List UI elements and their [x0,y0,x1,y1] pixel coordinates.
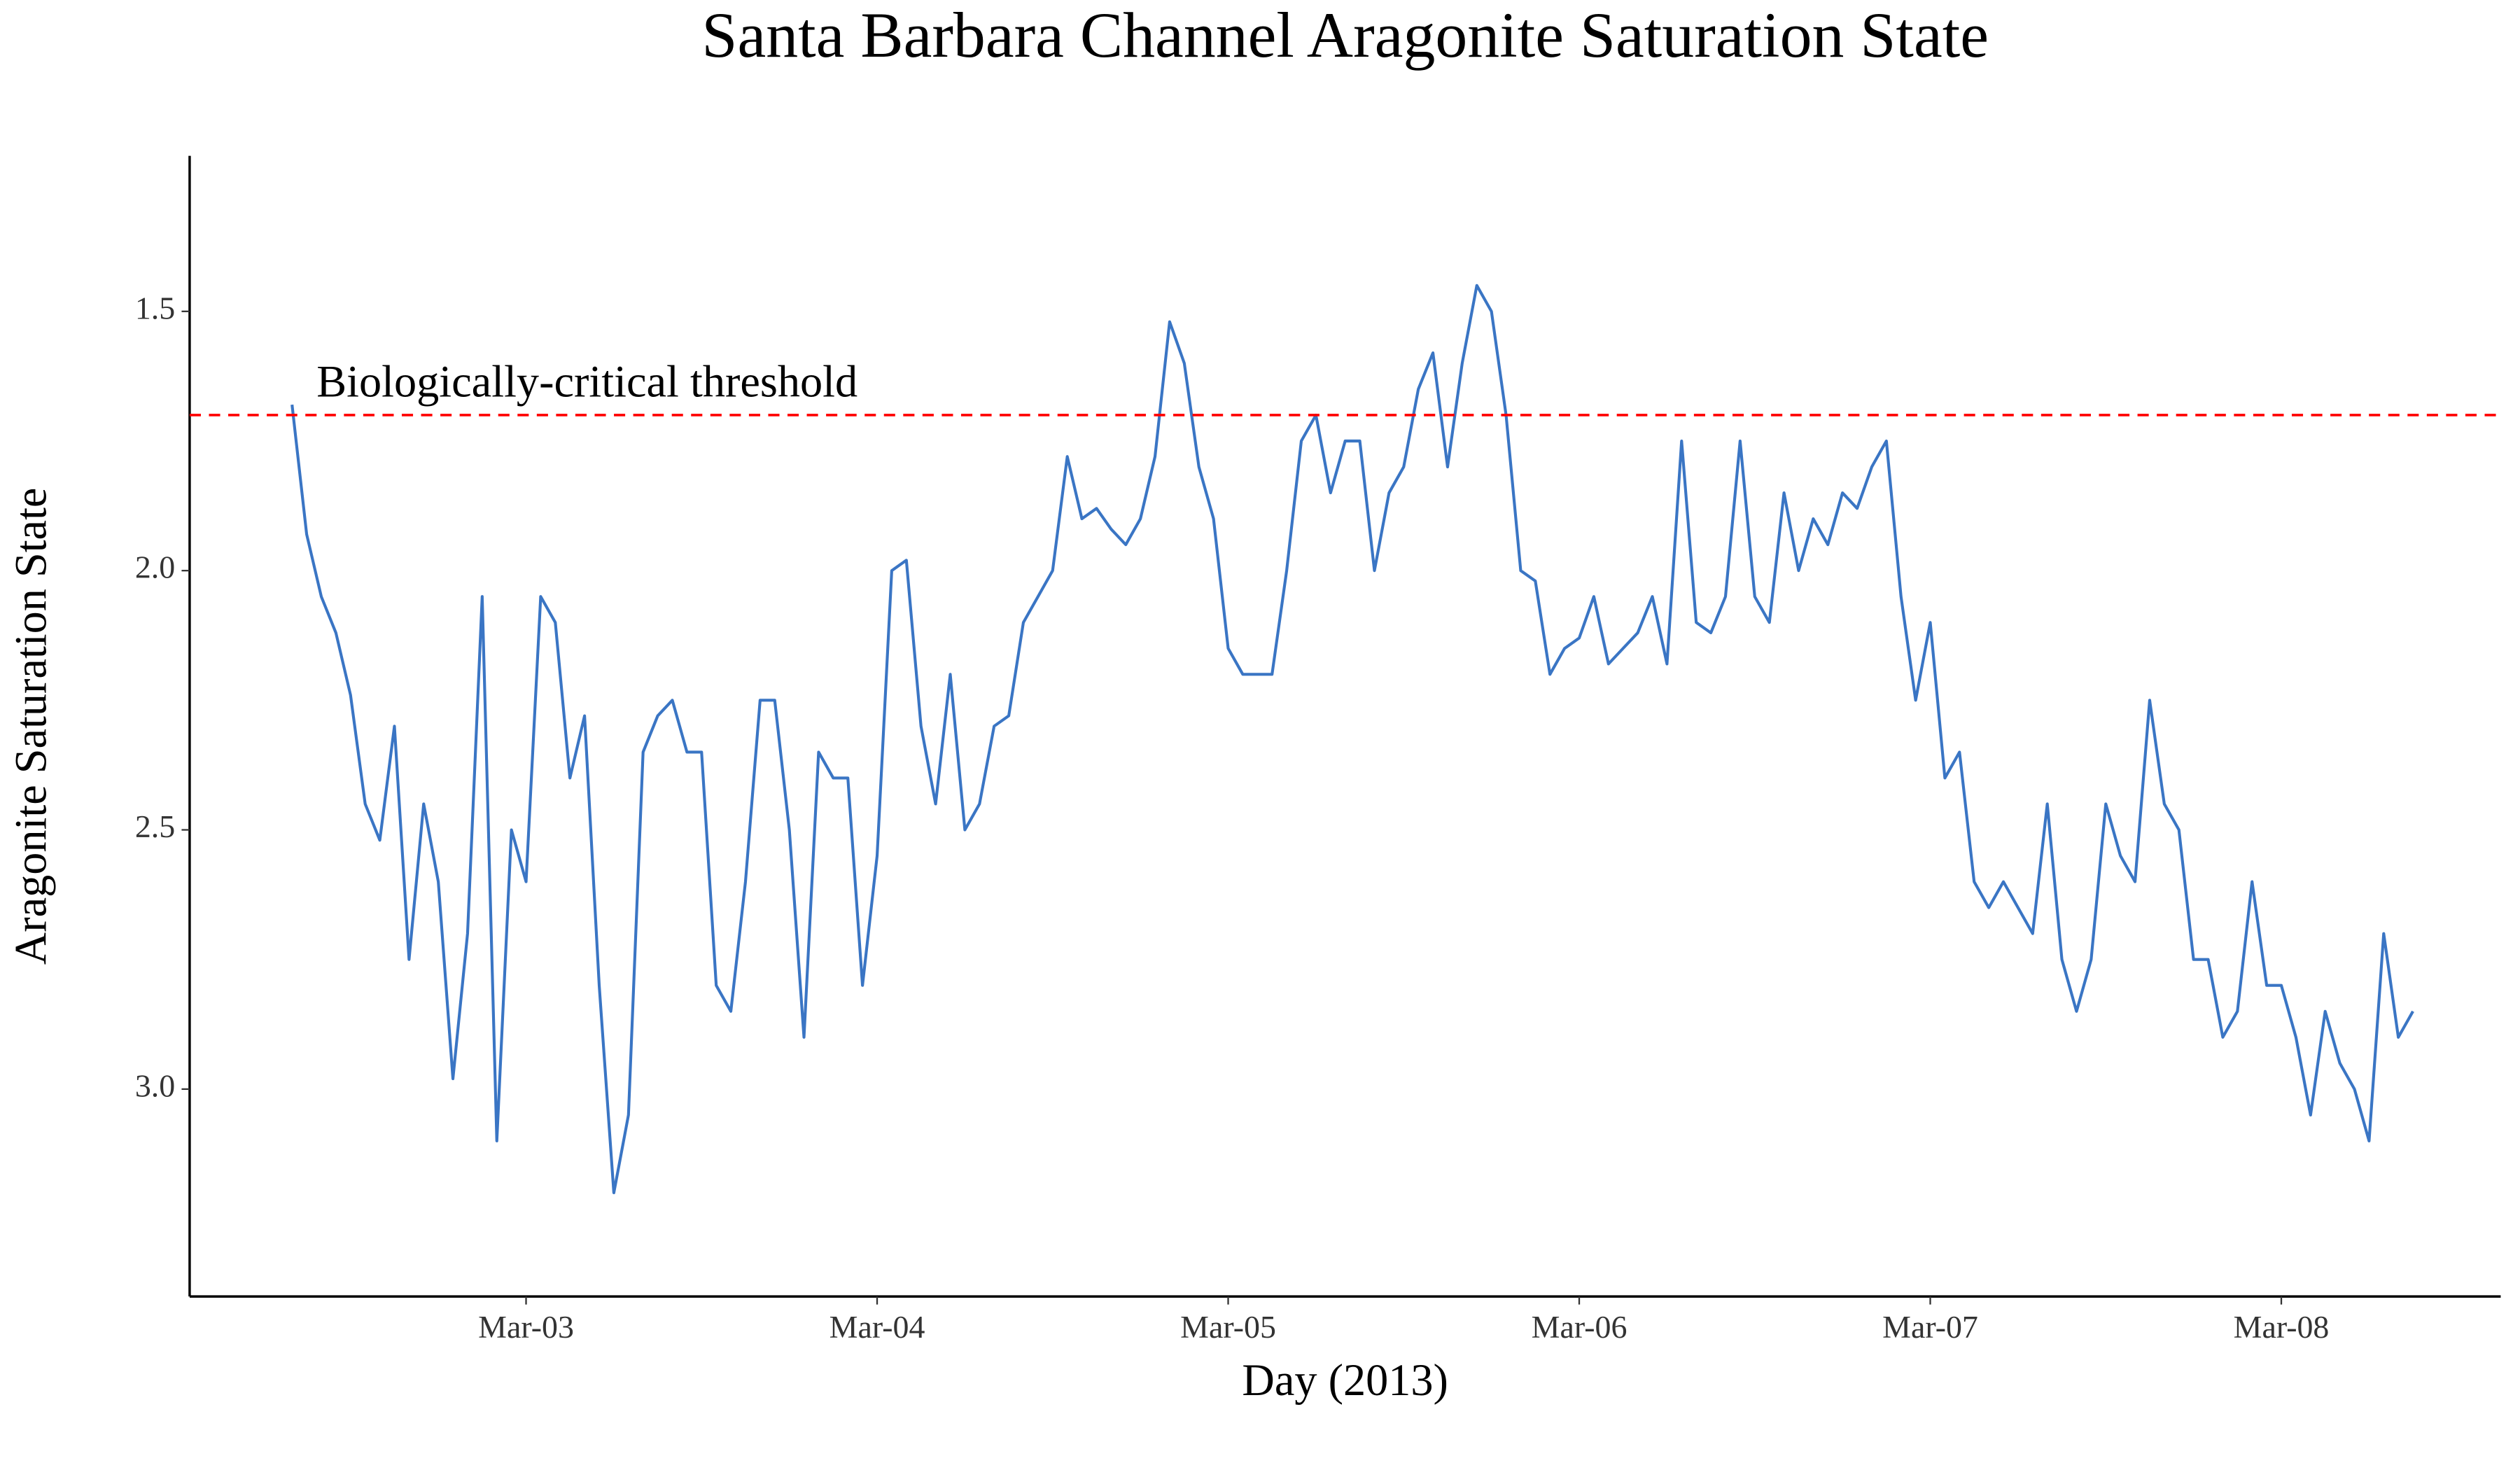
y-tick-label: 2.0 [135,550,175,585]
x-tick-label: Mar-07 [1882,1309,1978,1345]
x-axis-title: Day (2013) [1242,1355,1448,1405]
y-tick-label: 1.5 [135,290,175,326]
x-tick-label: Mar-03 [478,1309,574,1345]
x-tick-label: Mar-04 [830,1309,925,1345]
y-tick-label: 3.0 [135,1068,175,1103]
x-tick-label: Mar-06 [1532,1309,1628,1345]
threshold-label: Biologically-critical threshold [316,356,858,406]
data-line [290,284,2414,1195]
x-tick-label: Mar-08 [2234,1309,2330,1345]
chart-title: Santa Barbara Channel Aragonite Saturati… [701,0,1989,71]
x-tick-label: Mar-05 [1180,1309,1276,1345]
y-tick-label: 2.5 [135,808,175,844]
y-axis-title: Aragonite Saturation State [6,488,55,965]
